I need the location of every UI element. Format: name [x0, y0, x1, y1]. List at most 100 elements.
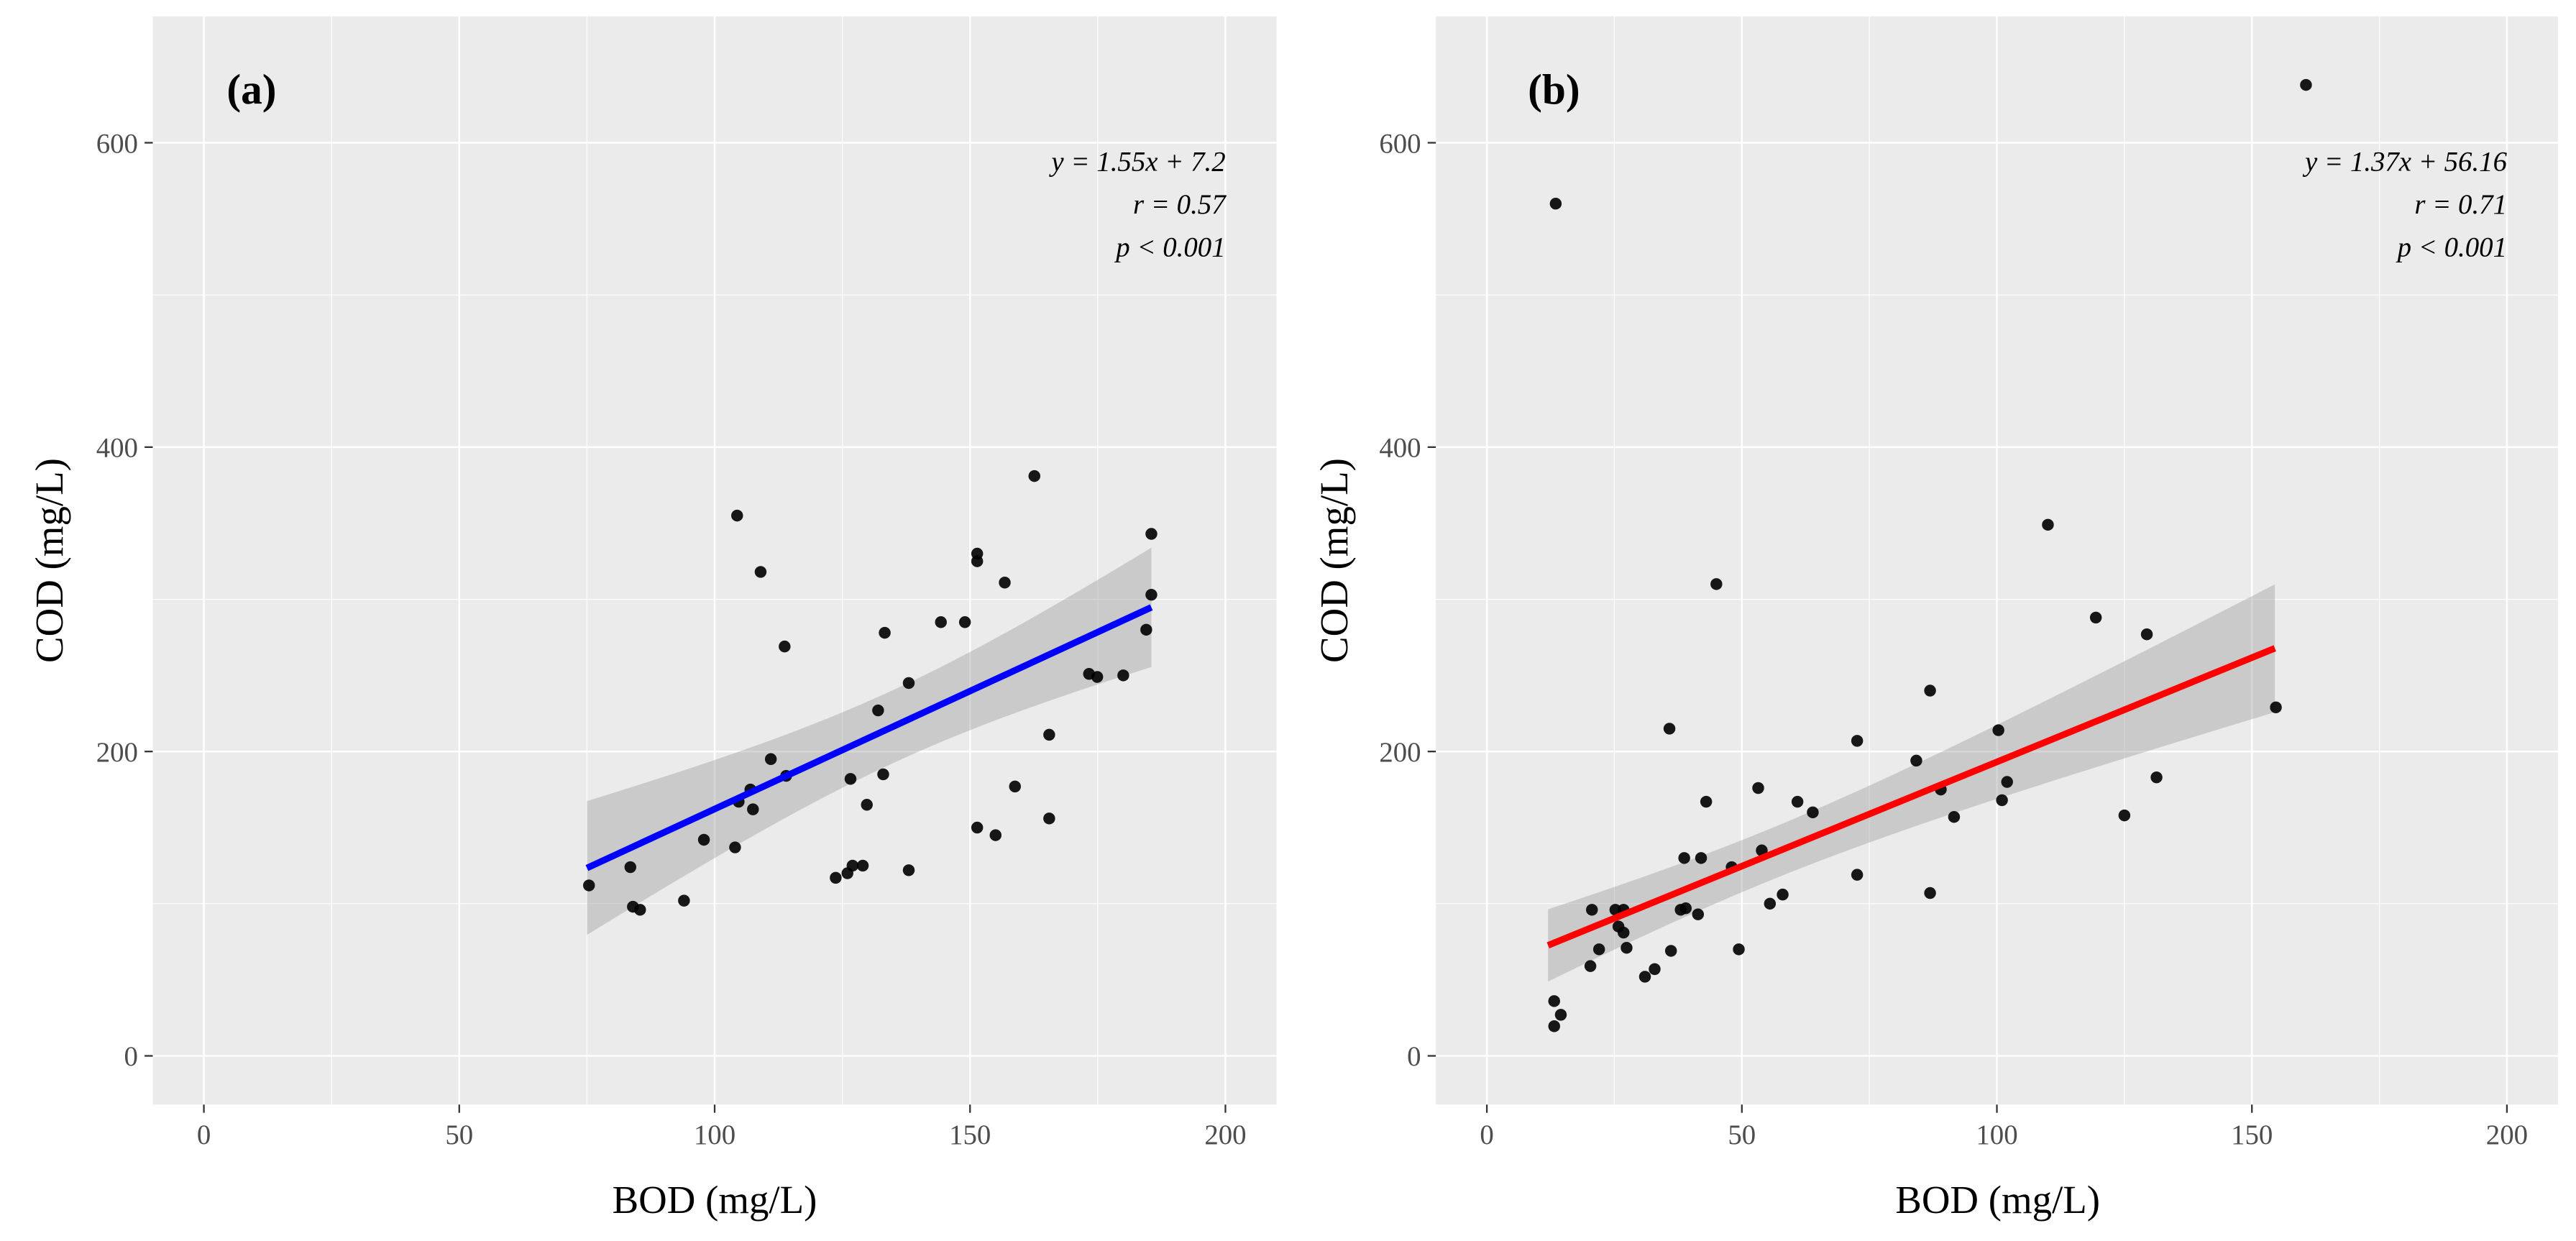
panel-b: (b) BOD (mg/L) COD (mg/L) y = 1.37x + 56… [1312, 16, 2558, 1222]
data-point [1548, 1020, 1560, 1032]
data-point [1009, 780, 1021, 793]
data-point [1609, 904, 1622, 916]
y-tick-label: 0 [1407, 1041, 1421, 1072]
data-point [1592, 943, 1605, 956]
data-point [1996, 794, 2008, 807]
x-tick-label: 0 [197, 1119, 211, 1150]
y-tick-label: 0 [124, 1041, 138, 1072]
data-point [697, 833, 710, 846]
y-tick-label: 600 [96, 128, 138, 159]
data-point [1851, 869, 1864, 881]
data-point [861, 799, 873, 811]
panel-label: (a) [226, 65, 276, 113]
x-tick-label: 200 [2486, 1119, 2528, 1150]
data-point [2300, 78, 2312, 91]
correlation-r: r = 0.57 [1133, 189, 1227, 220]
y-axis-label: COD (mg/L) [27, 458, 71, 663]
y-tick-label: 400 [96, 433, 138, 464]
data-point [2140, 628, 2153, 641]
y-tick-label: 200 [96, 737, 138, 768]
data-point [1145, 588, 1158, 601]
data-point [1028, 470, 1040, 482]
data-point [729, 841, 741, 853]
data-point [989, 829, 1001, 841]
p-value: p < 0.001 [1114, 232, 1225, 263]
data-point [678, 894, 690, 907]
data-point [1549, 197, 1562, 210]
data-point [1649, 963, 1661, 976]
x-axis-label: BOD (mg/L) [613, 1178, 817, 1222]
data-point [2150, 771, 2163, 784]
data-point [902, 677, 915, 690]
data-point [1992, 724, 2004, 736]
p-value: p < 0.001 [2396, 232, 2507, 263]
y-tick-label: 400 [1379, 433, 1421, 464]
data-point [1091, 671, 1104, 683]
data-point [747, 803, 759, 815]
data-point [1791, 795, 1804, 808]
data-point [583, 879, 595, 892]
data-point [830, 871, 842, 884]
data-point [856, 859, 869, 872]
data-point [846, 859, 859, 872]
data-point [1554, 1009, 1567, 1021]
y-tick-label: 200 [1379, 737, 1421, 768]
panel-a: (a) BOD (mg/L) COD (mg/L) y = 1.55x + 7.… [27, 16, 1277, 1222]
data-point [1807, 806, 1819, 819]
data-point [1586, 904, 1598, 916]
data-point [1663, 723, 1676, 735]
data-point [1043, 728, 1055, 741]
data-point [872, 704, 884, 717]
data-point [1678, 852, 1690, 864]
data-point [1043, 812, 1055, 825]
data-point [877, 768, 889, 781]
data-point [1851, 735, 1864, 747]
x-tick-label: 0 [1480, 1119, 1493, 1150]
data-point [879, 626, 891, 639]
x-tick-label: 100 [1976, 1119, 2017, 1150]
data-point [1140, 623, 1152, 636]
data-point [1924, 887, 1936, 899]
data-point [1710, 578, 1723, 590]
data-point [754, 566, 767, 578]
x-tick-label: 50 [1728, 1119, 1756, 1150]
data-point [1764, 897, 1777, 910]
data-point [958, 616, 971, 628]
x-tick-label: 200 [1204, 1119, 1246, 1150]
data-point [2089, 611, 2102, 624]
data-point [731, 509, 743, 522]
x-axis-label: BOD (mg/L) [1895, 1178, 2100, 1222]
y-tick-label: 600 [1379, 128, 1421, 159]
x-tick-label: 100 [694, 1119, 735, 1150]
data-point [1910, 754, 1922, 767]
data-point [2042, 518, 2054, 531]
correlation-r: r = 0.71 [2414, 189, 2507, 220]
data-point [1117, 669, 1129, 682]
data-point [764, 753, 777, 766]
data-point [1777, 888, 1789, 901]
data-point [1617, 926, 1630, 939]
data-point [971, 555, 984, 567]
x-tick-label: 150 [949, 1119, 991, 1150]
x-tick-label: 50 [445, 1119, 473, 1150]
data-point [999, 577, 1011, 589]
regression-equation: y = 1.37x + 56.16 [2302, 147, 2508, 178]
data-point [1692, 908, 1705, 920]
data-point [624, 861, 637, 874]
data-point [1638, 971, 1651, 983]
data-point [1621, 942, 1633, 954]
data-point [902, 864, 915, 876]
data-point [1924, 684, 1936, 697]
confidence-band [1548, 584, 2275, 982]
data-point [1733, 943, 1745, 956]
data-point [1664, 945, 1677, 957]
regression-line [1546, 645, 2276, 949]
data-point [779, 640, 791, 653]
data-point [1700, 795, 1713, 808]
regression-line [585, 604, 1153, 871]
data-point [971, 821, 984, 834]
x-tick-label: 150 [2231, 1119, 2273, 1150]
data-point [2118, 809, 2131, 822]
panel-label: (b) [1528, 65, 1580, 113]
